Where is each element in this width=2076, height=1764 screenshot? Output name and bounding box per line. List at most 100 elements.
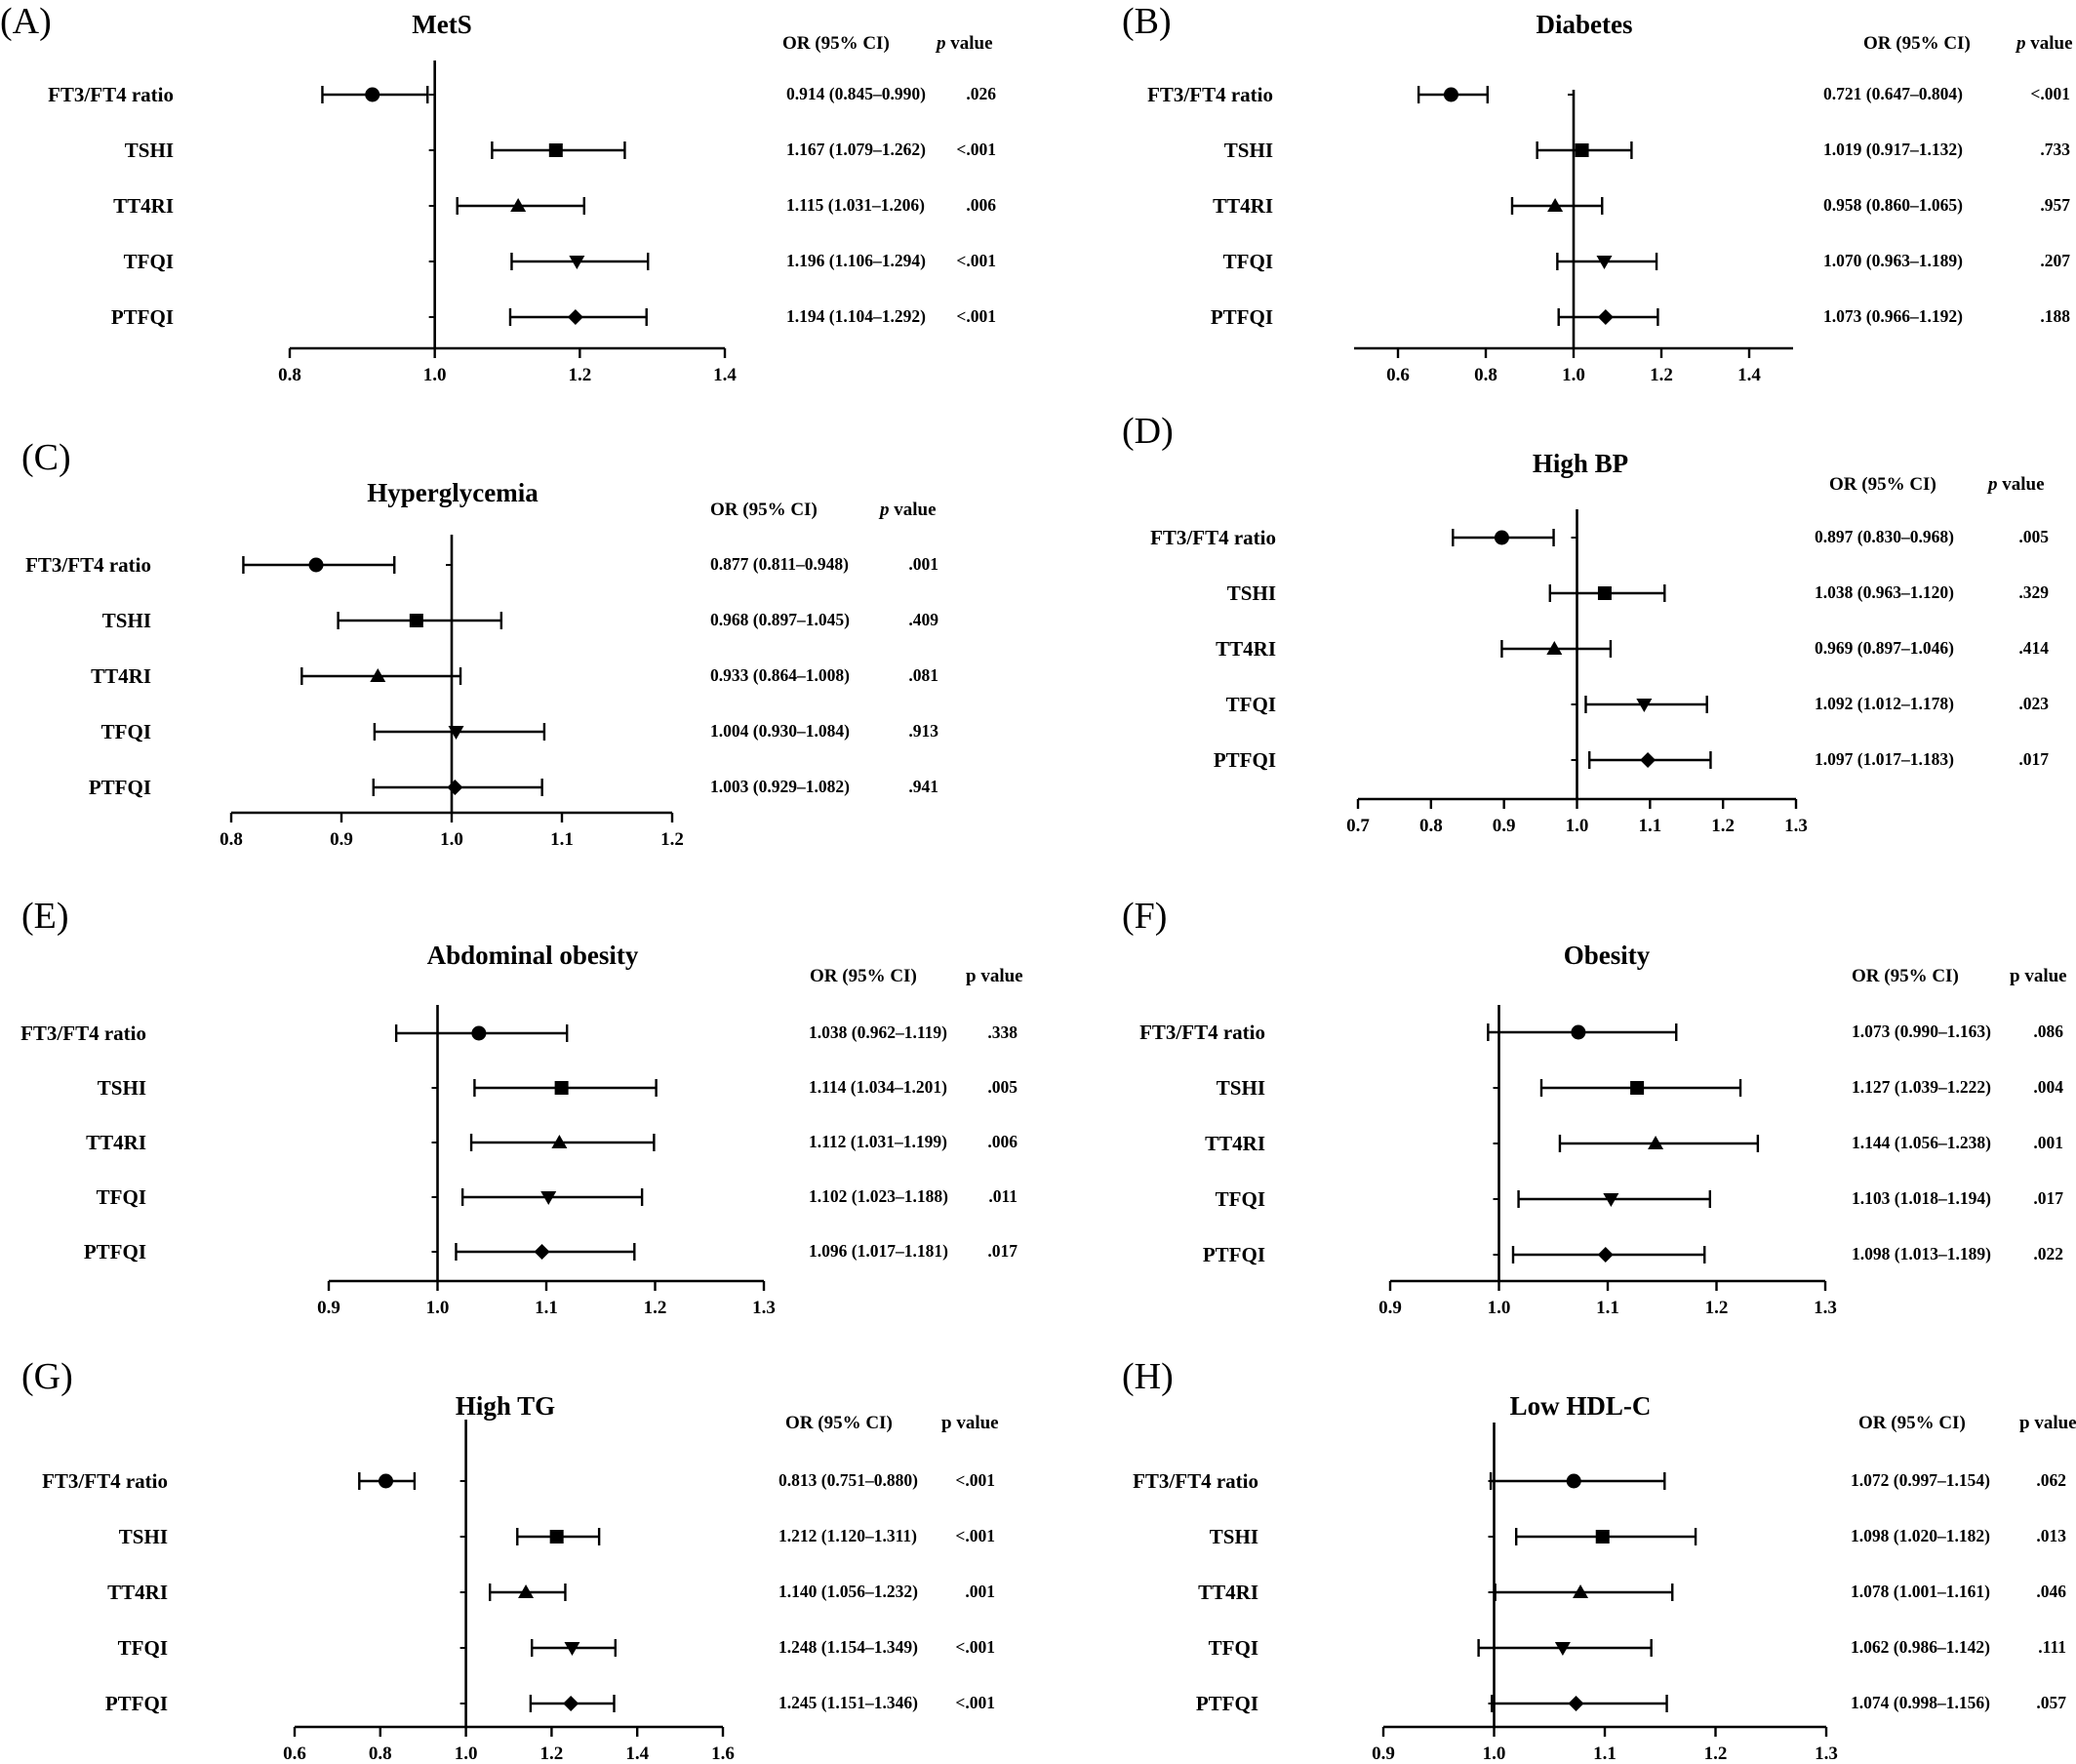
x-tick-label: 0.9: [330, 829, 353, 850]
p-column-header: p value: [2015, 33, 2073, 54]
p-value: <.001: [956, 306, 996, 326]
or-ci-value: 1.038 (0.963–1.120): [1815, 582, 1954, 602]
row-label: PTFQI: [1214, 748, 1276, 772]
x-tick-label: 1.3: [1784, 816, 1808, 836]
or-point-marker: [1573, 1584, 1589, 1598]
panel-title: Obesity: [1564, 941, 1651, 970]
row-label: TSHI: [1224, 139, 1273, 162]
row-label: FT3/FT4 ratio: [48, 83, 174, 106]
or-point-marker: [448, 726, 464, 740]
panel-title: High BP: [1533, 449, 1628, 478]
p-value: .941: [908, 777, 938, 796]
or-ci-value: 1.248 (1.154–1.349): [778, 1637, 918, 1657]
x-tick-label: 1.4: [625, 1744, 649, 1764]
or-ci-value: 1.096 (1.017–1.181): [809, 1241, 948, 1261]
or-point-marker: [563, 1696, 579, 1711]
or-point-marker: [1597, 1247, 1614, 1263]
or-ci-value: 1.004 (0.930–1.084): [710, 721, 850, 741]
row-label: PTFQI: [1211, 305, 1273, 329]
or-ci-value: 1.194 (1.104–1.292): [786, 306, 926, 326]
p-value: <.001: [2030, 84, 2070, 103]
row-label: PTFQI: [84, 1240, 146, 1263]
or-ci-value: 1.038 (0.962–1.119): [809, 1022, 947, 1042]
p-value: .011: [988, 1186, 1018, 1206]
x-tick-label: 0.9: [1493, 816, 1516, 836]
x-tick-label: 1.0: [426, 1298, 450, 1318]
p-column-header: p value: [935, 33, 993, 54]
p-column-header: p value: [966, 966, 1023, 986]
or-point-marker: [1568, 1696, 1584, 1711]
row-label: PTFQI: [89, 776, 151, 799]
x-tick-label: 1.1: [1593, 1744, 1617, 1764]
p-value: .013: [2036, 1526, 2066, 1545]
row-label: TFQI: [1223, 250, 1273, 273]
or-ci-value: 1.196 (1.106–1.294): [786, 251, 926, 270]
p-value: .001: [965, 1582, 995, 1601]
or-ci-value: 1.098 (1.013–1.189): [1852, 1244, 1991, 1263]
or-point-marker: [1443, 87, 1458, 102]
p-value: .081: [908, 665, 938, 685]
x-tick-label: 1.4: [1737, 365, 1761, 385]
or-ci-value: 1.112 (1.031–1.199): [809, 1132, 947, 1151]
x-tick-label: 0.8: [220, 829, 243, 850]
panel-title: High TG: [456, 1391, 555, 1421]
row-label: FT3/FT4 ratio: [1133, 1469, 1258, 1493]
panel-title: Low HDL-C: [1510, 1391, 1652, 1421]
x-tick-label: 0.9: [1372, 1744, 1395, 1764]
p-column-header: p value: [941, 1413, 999, 1433]
panel-letter: (C): [21, 437, 71, 478]
panel-letter: (H): [1122, 1356, 1174, 1397]
or-column-header: OR (95% CI): [782, 33, 890, 54]
p-column-header: p value: [2019, 1413, 2076, 1433]
p-value: .046: [2036, 1582, 2066, 1601]
or-point-marker: [518, 1584, 535, 1598]
x-tick-label: 1.0: [1483, 1744, 1506, 1764]
row-label: TFQI: [118, 1636, 168, 1660]
x-tick-label: 0.8: [369, 1744, 392, 1764]
or-ci-value: 1.097 (1.017–1.183): [1815, 749, 1954, 769]
row-label: TSHI: [1227, 581, 1276, 605]
or-ci-value: 1.114 (1.034–1.201): [809, 1077, 947, 1097]
panel-letter: (F): [1122, 896, 1167, 937]
row-label: TFQI: [1216, 1187, 1265, 1211]
or-point-marker: [1597, 309, 1614, 325]
row-label: FT3/FT4 ratio: [1139, 1021, 1265, 1044]
or-point-marker: [564, 1642, 580, 1656]
or-point-marker: [471, 1025, 487, 1041]
forest-panel: (B) Diabetes OR (95% CI) p value 0.6 0.8 1.0 1.…: [1122, 1, 2073, 385]
or-point-marker: [1630, 1081, 1645, 1095]
forest-panel: (H) Low HDL-C OR (95% CI) p value 0.9 1.0 1.1 1…: [1122, 1356, 2076, 1764]
p-column-header: p value: [1986, 474, 2045, 495]
row-label: FT3/FT4 ratio: [1150, 526, 1276, 549]
or-point-marker: [1597, 586, 1612, 600]
x-tick-label: 1.2: [1704, 1744, 1728, 1764]
or-ci-value: 1.070 (0.963–1.189): [1823, 251, 1963, 270]
or-column-header: OR (95% CI): [1829, 474, 1936, 495]
or-point-marker: [1494, 530, 1509, 545]
row-label: TFQI: [97, 1185, 146, 1209]
or-column-header: OR (95% CI): [1858, 1413, 1966, 1433]
or-point-marker: [534, 1244, 550, 1260]
x-tick-label: 1.3: [752, 1298, 776, 1318]
row-label: TSHI: [102, 609, 151, 632]
forest-panel: (A) MetS OR (95% CI) p value 0.8 1.0 1.2 1.4 FT3…: [0, 1, 996, 385]
or-ci-value: 1.073 (0.966–1.192): [1823, 306, 1963, 326]
p-value: .409: [908, 610, 938, 629]
panel-letter: (B): [1122, 1, 1172, 42]
x-tick-label: 1.2: [644, 1298, 667, 1318]
p-value: .017: [987, 1241, 1018, 1261]
x-tick-label: 1.2: [568, 365, 591, 385]
x-tick-label: 1.3: [1815, 1744, 1838, 1764]
p-value: .017: [2033, 1188, 2063, 1208]
or-ci-value: 0.721 (0.647–0.804): [1823, 84, 1963, 103]
or-column-header: OR (95% CI): [1863, 33, 1971, 54]
p-value: .001: [2033, 1133, 2063, 1152]
or-ci-value: 1.073 (0.990–1.163): [1852, 1022, 1991, 1041]
forest-panel: (D) High BP OR (95% CI) p value 0.7 0.8 0.9 1.0…: [1122, 411, 2049, 836]
or-point-marker: [1603, 1193, 1619, 1207]
row-label: TSHI: [1210, 1525, 1258, 1548]
p-column-header: p value: [2010, 966, 2067, 986]
p-value: .001: [908, 554, 938, 574]
panel-letter: (G): [21, 1356, 73, 1397]
or-point-marker: [409, 614, 423, 627]
